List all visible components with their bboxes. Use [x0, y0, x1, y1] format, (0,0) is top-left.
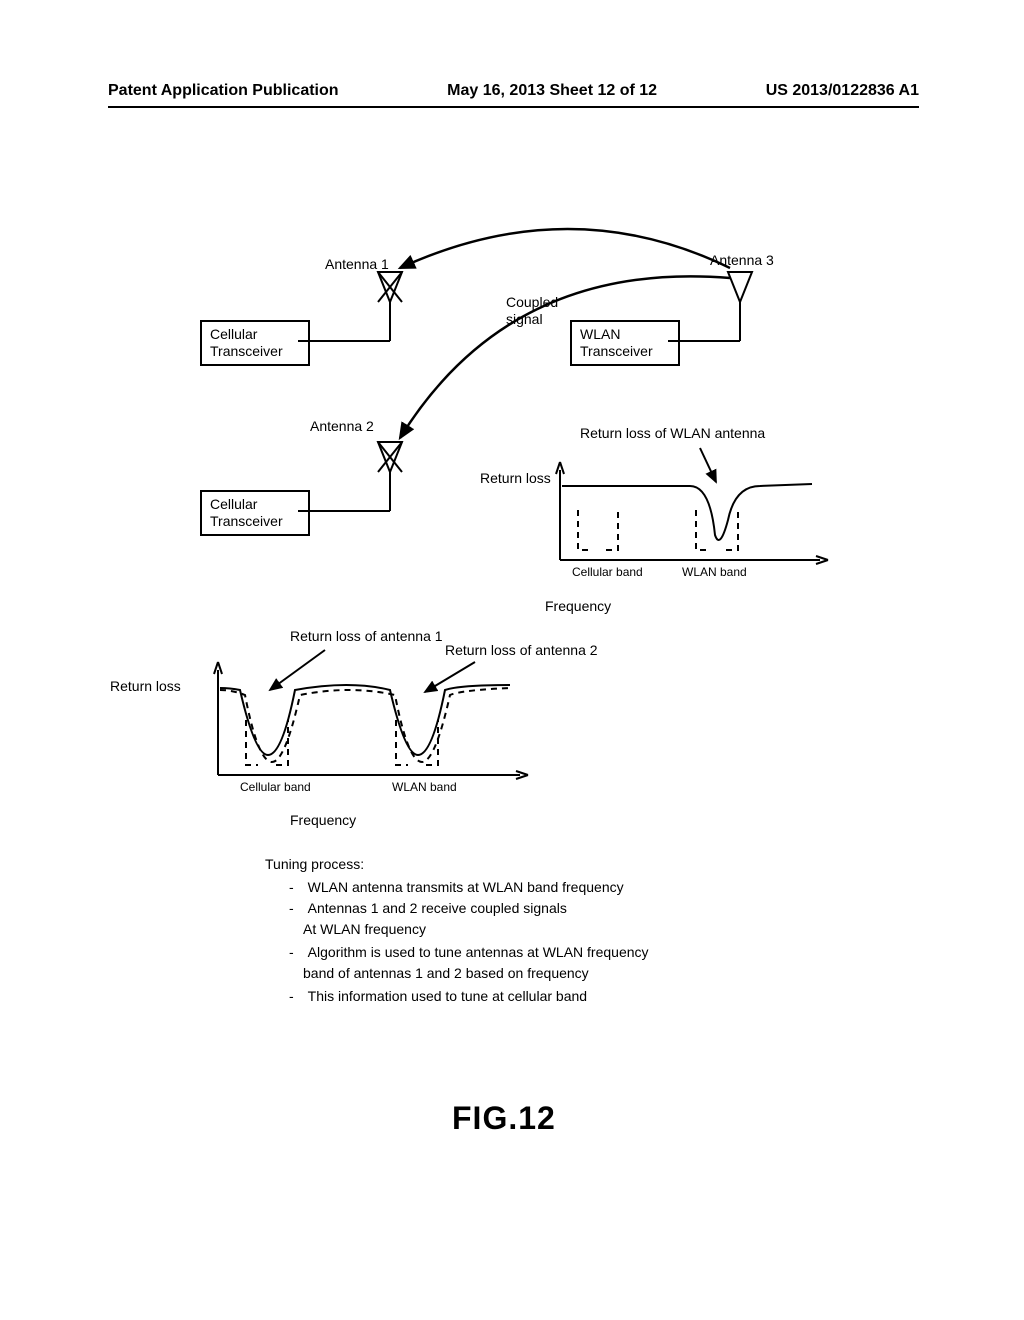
figure-12: CellularTransceiver Antenna 1 WLANTransc…	[100, 200, 924, 1100]
tuning-process: Tuning process: WLAN antenna transmits a…	[265, 854, 785, 1007]
coupled-arc-2	[400, 276, 730, 438]
header-left: Patent Application Publication	[108, 82, 339, 100]
tuning-item-2b: At WLAN frequency	[265, 919, 785, 940]
wlan-chart	[556, 448, 828, 564]
tuning-item-3b: band of antennas 1 and 2 based on freque…	[265, 963, 785, 984]
antenna2-icon	[298, 442, 402, 511]
header-right: US 2013/0122836 A1	[766, 82, 919, 100]
antenna1-icon	[298, 272, 402, 341]
header-middle: May 16, 2013 Sheet 12 of 12	[447, 82, 657, 100]
figure-caption: FIG.12	[452, 1100, 556, 1137]
tuning-item-4: This information used to tune at cellula…	[289, 986, 785, 1007]
tuning-item-1: WLAN antenna transmits at WLAN band freq…	[289, 877, 785, 898]
coupled-arc-1	[400, 229, 730, 268]
tuning-title: Tuning process:	[265, 854, 785, 875]
antenna3-icon	[668, 272, 752, 341]
diagram-svg	[100, 200, 924, 850]
tuning-item-3: Algorithm is used to tune antennas at WL…	[289, 942, 785, 963]
page-header: Patent Application Publication May 16, 2…	[108, 82, 919, 108]
tuning-item-2: Antennas 1 and 2 receive coupled signals	[289, 898, 785, 919]
cell-chart	[214, 650, 528, 779]
